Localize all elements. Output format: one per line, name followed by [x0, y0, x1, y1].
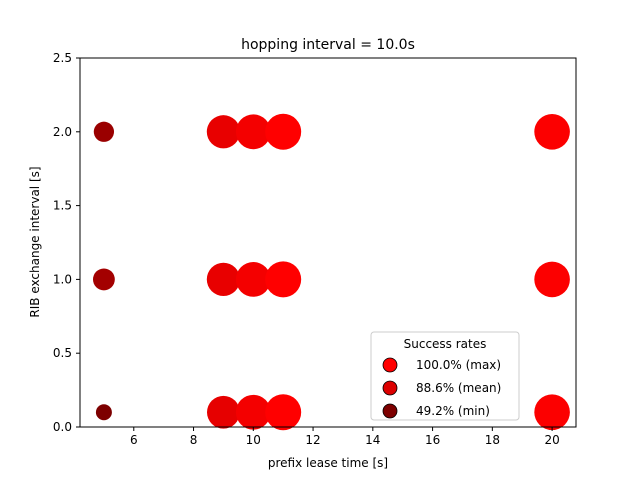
- legend: Success rates 100.0% (max) 88.6% (mean) 49…: [370, 331, 520, 421]
- y-tick-label: 2.0: [53, 125, 72, 139]
- y-axis-label: RIB exchange interval [s]: [28, 166, 42, 317]
- legend-marker: [382, 380, 398, 396]
- x-tick-label: 14: [365, 433, 380, 447]
- scatter-point: [92, 268, 115, 291]
- legend-label: 49.2% (min): [416, 404, 490, 418]
- scatter-point: [206, 262, 241, 297]
- x-tick-label: 8: [190, 433, 198, 447]
- x-tick-label: 12: [305, 433, 320, 447]
- legend-title: Success rates: [404, 337, 487, 351]
- scatter-point: [265, 113, 302, 150]
- x-tick-label: 18: [485, 433, 500, 447]
- scatter-point: [265, 394, 302, 431]
- scatter-point: [206, 395, 240, 429]
- y-tick-label: 1.5: [53, 199, 72, 213]
- x-tick-label: 20: [544, 433, 559, 447]
- legend-entries: 100.0% (max) 88.6% (mean) 49.2% (min): [382, 357, 501, 419]
- scatter-point: [534, 394, 570, 431]
- scatter-point: [95, 404, 112, 421]
- x-tick-label: 6: [130, 433, 138, 447]
- x-tick-label: 10: [246, 433, 261, 447]
- legend-label: 88.6% (mean): [416, 381, 501, 395]
- y-tick-label: 2.5: [53, 51, 72, 65]
- scatter-point: [534, 261, 570, 298]
- legend-label: 100.0% (max): [416, 358, 501, 372]
- legend-box: [370, 331, 520, 421]
- x-axis-label: prefix lease time [s]: [268, 456, 388, 470]
- scatter-point: [235, 261, 271, 297]
- scatter-point: [235, 114, 271, 150]
- x-tick-label: 16: [425, 433, 440, 447]
- y-axis-ticks: 0.0 0.5 1.0 1.5 2.0 2.5: [53, 51, 80, 434]
- plot-frame: [79, 57, 577, 428]
- scatter-point: [235, 394, 271, 430]
- chart-title: hopping interval = 10.0s: [241, 37, 415, 53]
- points-layer: [92, 113, 570, 431]
- scatter-point: [265, 261, 302, 298]
- legend-marker: [382, 403, 398, 419]
- scatter-point: [93, 121, 115, 142]
- x-axis-ticks: 6 8 10 12 14 16 18 20: [130, 427, 560, 447]
- y-tick-label: 1.0: [53, 272, 72, 286]
- scatter-point: [534, 113, 570, 150]
- y-tick-label: 0.5: [53, 346, 72, 360]
- y-tick-label: 0.0: [53, 420, 72, 434]
- scatter-point: [206, 115, 241, 149]
- legend-marker: [382, 357, 398, 373]
